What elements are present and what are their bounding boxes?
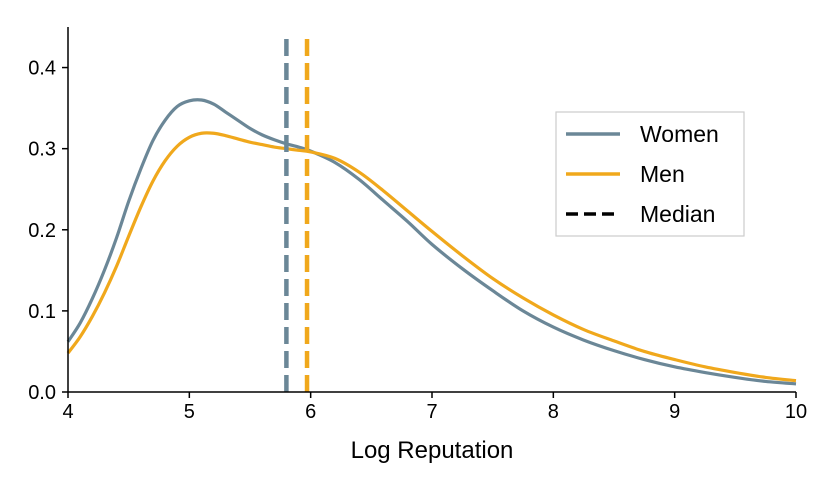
y-tick-label: 0.3 (28, 139, 56, 161)
series-line-men (66, 131, 797, 383)
series-layer (66, 98, 797, 386)
x-tick-label: 9 (669, 401, 680, 423)
median-layer (284, 35, 310, 392)
series-line-women (66, 98, 797, 386)
x-tick-label: 8 (548, 401, 559, 423)
legend-label-women: Women (640, 121, 719, 147)
x-tick-label: 6 (305, 401, 316, 423)
x-tick-label: 10 (785, 401, 807, 423)
legend: Women Men Median (555, 111, 745, 237)
y-tick-label: 0.0 (28, 382, 56, 404)
legend-entries: Women Men Median (566, 121, 719, 227)
x-tick-label: 7 (426, 401, 437, 423)
y-tick-layer: 0.0 0.1 0.2 0.3 0.4 (28, 58, 68, 404)
y-tick-label: 0.1 (28, 301, 56, 323)
y-tick-label: 0.2 (28, 220, 56, 242)
legend-label-men: Men (640, 161, 685, 187)
x-axis-title: Log Reputation (351, 437, 514, 464)
x-tick-label: 4 (62, 401, 73, 423)
legend-label-median: Median (640, 201, 715, 227)
y-tick-label: 0.4 (28, 58, 56, 80)
x-tick-layer: 4 5 6 7 8 9 10 (62, 392, 807, 423)
x-tick-label: 5 (184, 401, 195, 423)
